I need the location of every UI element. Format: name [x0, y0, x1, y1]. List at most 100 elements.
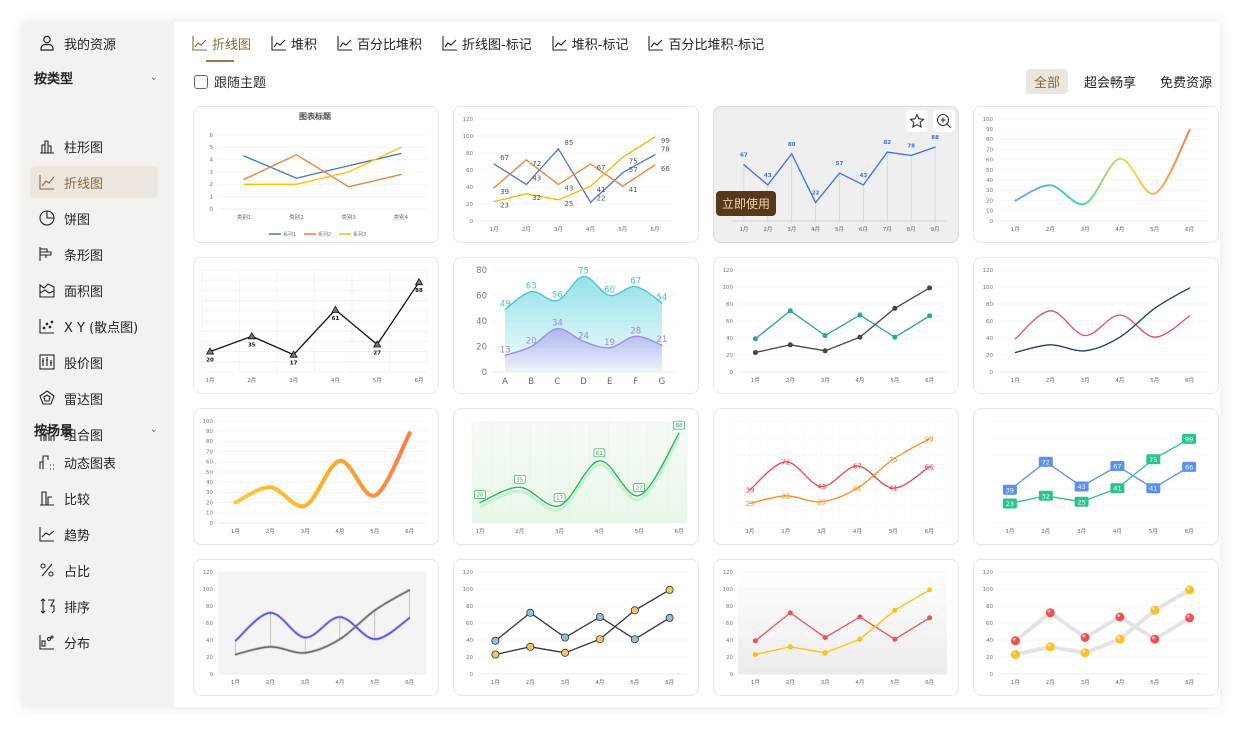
sidebar-item-line-chart[interactable]: 折线图 — [30, 166, 158, 198]
point-marker — [857, 636, 863, 642]
y-tick-label: 0 — [990, 672, 994, 678]
chart-template-card[interactable]: 0 20 40 60 80 100 120 1月 2月 3月 4月 5月 6月 67 43 85 22 57 78 3… — [453, 106, 699, 243]
chart-template-card[interactable]: 0 10 20 30 40 50 60 70 80 90 100 1月 2月 3月 4月 5月 6月 — [973, 106, 1219, 243]
preview-button[interactable] — [933, 110, 955, 132]
chart-template-card[interactable]: 1月 2月 3月 4月 5月 6月 20 35 17 61 27 88 — [193, 257, 439, 394]
section-by-type[interactable]: 按类型 ⌄ — [34, 68, 158, 87]
x-tick-label: 6月 — [405, 679, 414, 686]
sidebar-item-trend[interactable]: 趋势 — [30, 518, 158, 550]
data-label: 61 — [332, 316, 340, 322]
point-marker — [526, 642, 535, 651]
chart-template-card[interactable]: 0 20 40 60 80 100 120 1月 2月 3月 4月 5月 6月 — [713, 257, 959, 394]
point-marker — [857, 614, 863, 620]
chart-svg: 0 10 20 30 40 50 60 70 80 90 100 1月 2月 3月 4月 5月 6月 — [983, 117, 1207, 233]
section-by-scene[interactable]: 按场景 ⌄ — [34, 420, 158, 439]
x-tick-label: E — [607, 377, 612, 387]
favorite-button[interactable] — [906, 110, 928, 132]
ball-highlight — [1082, 634, 1086, 638]
tab-1[interactable]: 堆积 — [271, 32, 317, 54]
chart-template-card[interactable]: 图表标题 0 1 2 3 4 5 6 类别1 类别2 类别3 类别4 系列1 系列2 系列3 — [193, 106, 439, 243]
x-tick-label: 5月 — [835, 226, 844, 233]
x-tick-label: 2月 — [786, 377, 795, 384]
sidebar-item-radar-chart[interactable]: 雷达图 — [30, 382, 158, 414]
y-tick-label: 30 — [206, 490, 213, 496]
chart-template-card[interactable]: 0 20 40 60 80 A B C D E F G 49 63 56 75 60 67 54 13 20 34 24 19… — [453, 257, 699, 394]
chart-template-card[interactable]: 0 20 40 60 80 100 120 1月 2月 3月 4月 5月 6月 — [973, 257, 1219, 394]
sidebar-item-stock-chart[interactable]: 股价图 — [30, 346, 158, 378]
ball-highlight — [1152, 607, 1155, 611]
label-tag — [633, 483, 646, 492]
follow-theme-label: 跟随主题 — [214, 76, 267, 91]
radar-chart-icon — [39, 390, 55, 405]
chart-template-card[interactable]: 0 20 40 60 80 100 120 1月 2月 3月 4月 5月 6月 — [973, 559, 1219, 696]
x-tick-label: 2月 — [781, 528, 790, 535]
data-label: 99 — [1185, 435, 1193, 443]
use-now-button[interactable]: 立即使用 — [716, 191, 777, 216]
x-tick-label: 6月 — [665, 679, 674, 686]
x-tick-label: 2月 — [266, 679, 275, 686]
chart-template-card[interactable]: 1月 2月 3月 4月 5月 6月 39 72 43 67 41 66 23 32 25 41 75 99 — [973, 408, 1219, 545]
sidebar-item-pie-chart[interactable]: 饼图 — [30, 202, 158, 234]
y-tick-label: 10 — [986, 209, 993, 215]
label-box — [1182, 461, 1197, 472]
data-label: 57 — [629, 166, 638, 174]
series-line — [234, 589, 411, 656]
x-tick-label: 2月 — [247, 377, 256, 384]
sort-icon — [40, 598, 55, 614]
chart-template-card[interactable]: 1月 2月 3月 4月 5月 6月 20 35 17 61 27 88 — [453, 408, 699, 545]
x-tick-label: 3月 — [1081, 679, 1090, 686]
series-line — [493, 136, 656, 203]
point-marker — [752, 350, 758, 355]
series-line — [1014, 129, 1191, 206]
data-label: 23 — [1006, 500, 1014, 508]
sidebar-item-label: X Y (散点图) — [64, 320, 139, 336]
chart-template-card[interactable]: 1月 2月 3月 4月 5月 6月 39 72 43 67 41 66 23 32 25 41 75 99 — [713, 408, 959, 545]
label-box — [1002, 484, 1017, 495]
sidebar-item-percentage[interactable]: 占比 — [30, 554, 158, 586]
sidebar-item-bar-chart[interactable]: 柱形图 — [30, 130, 158, 162]
x-tick-label: 1月 — [751, 377, 760, 384]
follow-theme-checkbox[interactable]: 跟随主题 — [194, 72, 266, 91]
x-tick-label: 6月 — [405, 528, 414, 535]
sidebar-item-scatter-chart[interactable]: X Y (散点图) — [30, 310, 158, 342]
series-line — [234, 612, 411, 642]
chart-template-card[interactable]: 0 10 20 30 40 50 60 70 80 90 100 1月 2月 3月 4月 5月 6月 — [193, 408, 439, 545]
tab-4[interactable]: 堆积-标记 — [552, 32, 628, 54]
chart-template-card[interactable]: 0 20 40 60 80 100 120 1月 2月 3月 4月 5月 6月 — [713, 559, 959, 696]
data-label: 19 — [604, 338, 615, 348]
tab-label: 百分比堆积-标记 — [668, 37, 765, 53]
chart-template-card[interactable]: 1月 2月 3月 4月 5月 6月 7月 8月 9月 67 43 80 22 57 43 82 78 88 立即使用 — [713, 106, 959, 243]
data-label: 41 — [1149, 485, 1157, 493]
sidebar-item-my-resources[interactable]: 我的资源 — [30, 27, 158, 59]
sidebar-item-sort[interactable]: 排序 — [30, 590, 158, 622]
y-tick-label: 40 — [466, 185, 473, 191]
filter-0[interactable]: 全部 — [1025, 69, 1068, 94]
legend-label: 系列3 — [353, 231, 366, 238]
checkbox-box[interactable] — [194, 74, 208, 89]
x-tick-label: 4月 — [595, 679, 604, 686]
filter-1[interactable]: 超会畅享 — [1083, 76, 1136, 91]
tab-5[interactable]: 百分比堆积-标记 — [648, 32, 764, 54]
chart-template-card[interactable]: 0 20 40 60 80 100 120 1月 2月 3月 4月 5月 6月 — [453, 559, 699, 696]
series-line — [749, 438, 930, 505]
filter-2[interactable]: 免费资源 — [1159, 76, 1212, 91]
y-tick-label: 40 — [986, 638, 993, 644]
x-tick-label: 类别3 — [341, 213, 356, 221]
sidebar-item-dynamic-chart[interactable]: 动态图表 — [30, 446, 158, 478]
data-label: 75 — [1149, 456, 1157, 464]
label-box — [1146, 454, 1161, 465]
sidebar-item-area-chart[interactable]: 面积图 — [30, 274, 158, 306]
chart-svg: 0 20 40 60 80 100 120 1月 2月 3月 4月 5月 6月 — [203, 570, 427, 686]
data-label: 22 — [812, 191, 820, 197]
triangle-marker — [247, 332, 256, 340]
x-tick-label: 9月 — [931, 226, 940, 233]
chart-template-card[interactable]: 0 20 40 60 80 100 120 1月 2月 3月 4月 5月 6月 — [193, 559, 439, 696]
sidebar-item-distribution[interactable]: 分布 — [30, 626, 158, 658]
tab-3[interactable]: 折线图-标记 — [442, 32, 532, 54]
tab-0[interactable]: 折线图 — [192, 32, 251, 62]
sidebar-item-horizontal-bar-chart[interactable]: 条形图 — [30, 238, 158, 270]
data-label: 57 — [836, 161, 844, 167]
sidebar-item-combo-chart[interactable]: 组合图 — [30, 418, 158, 450]
tab-2[interactable]: 百分比堆积 — [337, 32, 422, 54]
sidebar-item-compare[interactable]: 比较 — [30, 482, 158, 514]
